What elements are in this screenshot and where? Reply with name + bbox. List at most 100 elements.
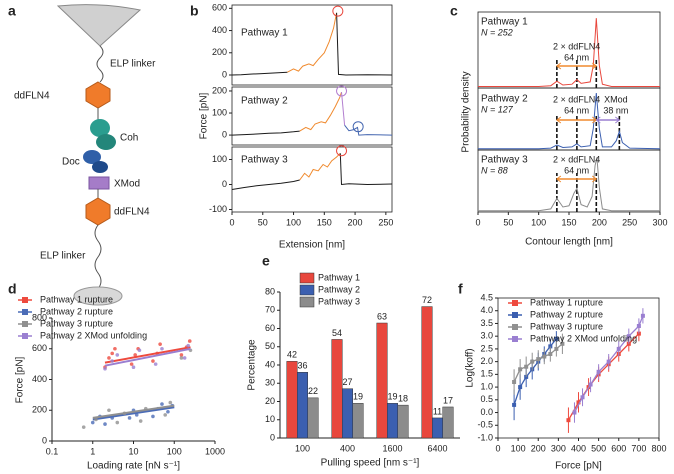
y-tick-label: 1.0 (480, 381, 493, 391)
x-tick-label: 600 (611, 443, 626, 453)
point (596, 369, 601, 374)
point (158, 342, 162, 346)
point (606, 359, 611, 364)
legend-label: Pathway 1 rupture (40, 294, 113, 304)
x-tick-label: 500 (591, 443, 606, 453)
diagram-label: ELP linker (40, 251, 86, 262)
y-tick-label: 400 (32, 374, 47, 384)
line (341, 92, 346, 126)
point (588, 382, 593, 387)
point (640, 313, 645, 318)
point (542, 354, 547, 359)
panel-letter: c (450, 3, 458, 19)
peak-marker (352, 121, 364, 133)
y-tick-label: -1.0 (477, 432, 493, 442)
y-tick-label: 200 (212, 47, 227, 57)
legend-label: Pathway 3 (318, 296, 360, 306)
value-label: 36 (297, 361, 307, 371)
point (179, 356, 184, 360)
legend-label: Pathway 3 rupture (530, 321, 603, 331)
y-tick-label: 100 (212, 154, 227, 164)
panel-letter: f (458, 281, 463, 297)
point (103, 366, 107, 371)
coh-domain (90, 119, 110, 137)
plot-label: Pathway 2 (481, 94, 528, 105)
y-tick-label: 100 (212, 107, 227, 117)
arrow-head (595, 116, 621, 124)
bar (342, 388, 353, 439)
legend-label: Pathway 2 XMod unfolding (40, 330, 147, 340)
bar (286, 361, 298, 439)
fit-line (92, 406, 175, 421)
surface (73, 286, 123, 306)
value-label: 42 (287, 350, 297, 360)
y-tick-label: 0.0 (480, 407, 493, 417)
point (536, 357, 541, 362)
point (179, 353, 184, 357)
y-axis-label: Force [pN] (15, 356, 26, 403)
panel-a: a ELP linker ddFLN4 Coh Doc XMod ddFLN4 … (8, 3, 156, 306)
point (512, 402, 517, 407)
point (626, 334, 631, 339)
value-label: 19 (387, 392, 397, 402)
point (151, 359, 155, 363)
y-tick-label: 0.5 (480, 394, 493, 404)
point (81, 425, 86, 429)
x-axis-label: Extension [nm] (279, 240, 345, 251)
panel-letter: d (8, 281, 17, 297)
annotation: 64 nm (564, 52, 589, 62)
value-label: 17 (443, 395, 453, 405)
annotation: 64 nm (564, 165, 589, 175)
x-tick-label: 400 (340, 443, 355, 453)
y-tick-label: 4.0 (480, 305, 493, 315)
annotation: 64 nm (564, 105, 589, 115)
value-label: 22 (308, 386, 318, 396)
y-tick-label: 50 (265, 341, 275, 351)
x-tick-label: 100 (167, 446, 182, 456)
x-tick-label: 0 (229, 217, 234, 227)
point (131, 365, 136, 370)
point (138, 419, 143, 423)
fit-line (104, 347, 191, 367)
bar (442, 406, 454, 439)
value-label: 19 (353, 392, 363, 402)
line (231, 71, 288, 76)
y-tick-label: 0 (222, 129, 227, 139)
x-tick-label: 700 (631, 443, 646, 453)
y-tick-label: 400 (212, 25, 227, 35)
sample-size: N = 88 (481, 165, 508, 175)
y-tick-label: 600 (212, 3, 227, 13)
x-tick-label: 1600 (382, 443, 402, 453)
point (137, 348, 142, 353)
x-tick-label: 300 (551, 443, 566, 453)
arrow-head (556, 62, 598, 70)
value-label: 54 (332, 328, 342, 338)
peak-marker (332, 5, 344, 17)
plot-label: Pathway 2 (241, 96, 288, 107)
point (90, 420, 95, 425)
legend-swatch (22, 297, 28, 303)
x-axis-label: Contour length [nm] (525, 237, 613, 248)
x-tick-label: 250 (378, 217, 393, 227)
line (299, 152, 341, 181)
y-axis-label: Force [pN] (199, 92, 210, 139)
y-tick-label: 60 (265, 323, 275, 333)
legend-label: Pathway 1 (318, 272, 360, 282)
xmod-domain (88, 176, 110, 190)
point (168, 400, 173, 405)
point (566, 418, 571, 423)
legend-swatch (22, 333, 28, 339)
x-tick-label: 200 (348, 217, 363, 227)
point (133, 353, 137, 357)
y-tick-label: 1.5 (480, 369, 493, 379)
peak-marker (336, 145, 348, 157)
legend-label: Pathway 3 rupture (40, 318, 113, 328)
x-tick-label: 300 (652, 217, 667, 227)
panel-letter: b (190, 3, 199, 19)
legend-label: Pathway 2 XMod unfolding (530, 333, 637, 343)
point (163, 413, 168, 417)
x-tick-label: 400 (571, 443, 586, 453)
plot-label: Pathway 3 (481, 155, 528, 166)
legend-label: Pathway 2 rupture (40, 306, 113, 316)
annotation: 38 nm (603, 105, 628, 115)
